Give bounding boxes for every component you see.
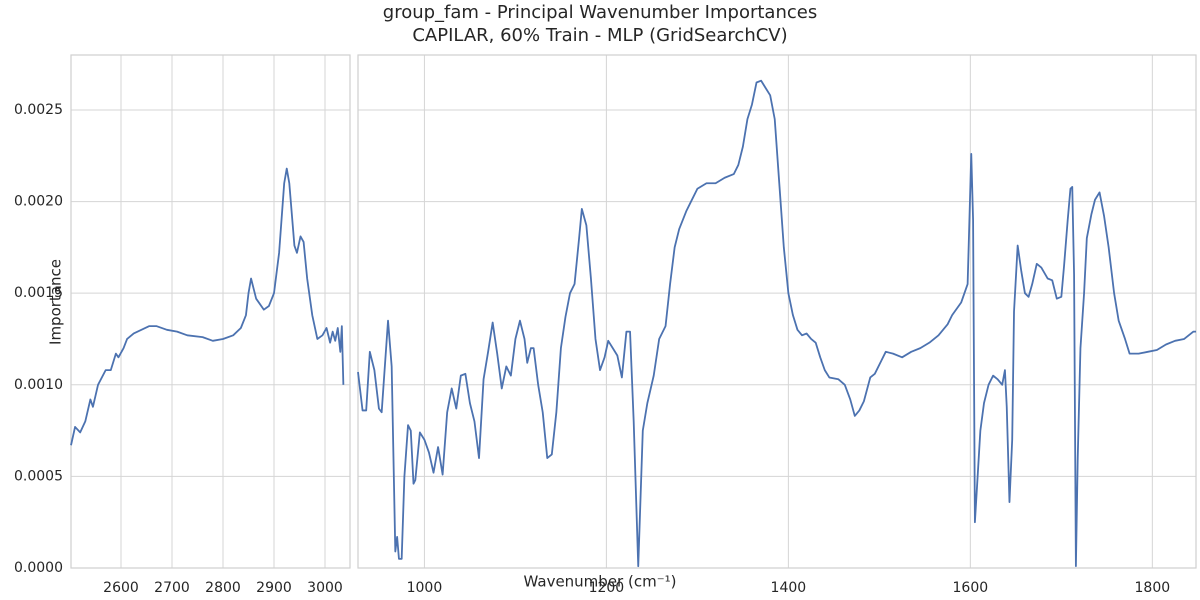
y-tick-label: 0.0020 (14, 194, 63, 210)
y-tick-label: 0.0025 (14, 102, 63, 118)
x-tick-label: 1600 (953, 580, 989, 596)
y-tick-label: 0.0000 (14, 560, 63, 576)
x-axis-label: Wavenumber (cm⁻¹) (524, 573, 677, 591)
x-tick-label: 2600 (103, 580, 139, 596)
x-tick-label: 1200 (589, 580, 625, 596)
plot-frame (70, 54, 351, 569)
y-tick-label: 0.0015 (14, 285, 63, 301)
data-line (357, 79, 1196, 568)
x-tick-label: 1800 (1135, 580, 1171, 596)
x-tick-label: 2800 (205, 580, 241, 596)
x-tick-label: 1000 (407, 580, 443, 596)
x-tick-label: 3000 (307, 580, 343, 596)
y-axis-label: Importance (47, 259, 65, 345)
chart-title: group_fam - Principal Wavenumber Importa… (383, 2, 817, 23)
y-tick-label: 0.0010 (14, 377, 63, 393)
x-tick-label: 1400 (771, 580, 807, 596)
plot-frame (357, 54, 1197, 569)
x-tick-label: 2700 (154, 580, 190, 596)
y-tick-label: 0.0005 (14, 468, 63, 484)
data-line (70, 167, 345, 446)
chart-subtitle: CAPILAR, 60% Train - MLP (GridSearchCV) (412, 25, 787, 46)
x-tick-label: 2900 (256, 580, 292, 596)
